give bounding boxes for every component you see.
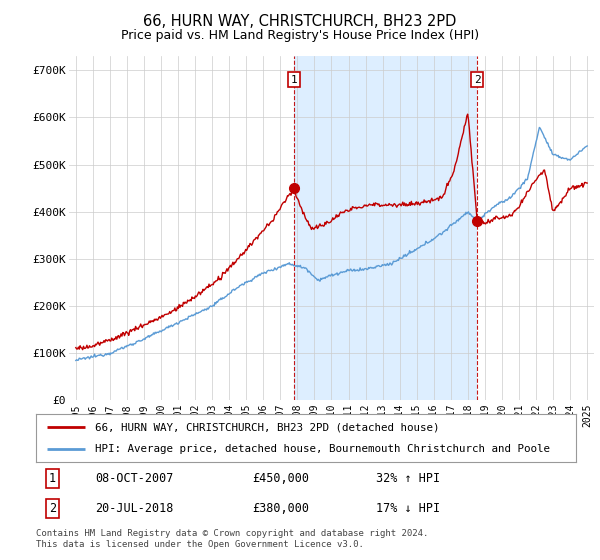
Text: 1: 1 [290,74,297,85]
Text: 20-JUL-2018: 20-JUL-2018 [95,502,174,515]
Text: £450,000: £450,000 [252,472,309,486]
Text: Price paid vs. HM Land Registry's House Price Index (HPI): Price paid vs. HM Land Registry's House … [121,29,479,42]
Text: 17% ↓ HPI: 17% ↓ HPI [376,502,440,515]
Text: Contains HM Land Registry data © Crown copyright and database right 2024.
This d: Contains HM Land Registry data © Crown c… [36,529,428,549]
Text: 32% ↑ HPI: 32% ↑ HPI [376,472,440,486]
Text: 08-OCT-2007: 08-OCT-2007 [95,472,174,486]
Text: HPI: Average price, detached house, Bournemouth Christchurch and Poole: HPI: Average price, detached house, Bour… [95,444,550,454]
Text: £380,000: £380,000 [252,502,309,515]
Bar [293,56,477,400]
Text: 1: 1 [49,472,56,486]
Text: 2: 2 [49,502,56,515]
Text: 2: 2 [474,74,481,85]
Text: 66, HURN WAY, CHRISTCHURCH, BH23 2PD (detached house): 66, HURN WAY, CHRISTCHURCH, BH23 2PD (de… [95,422,440,432]
Text: 66, HURN WAY, CHRISTCHURCH, BH23 2PD: 66, HURN WAY, CHRISTCHURCH, BH23 2PD [143,14,457,29]
